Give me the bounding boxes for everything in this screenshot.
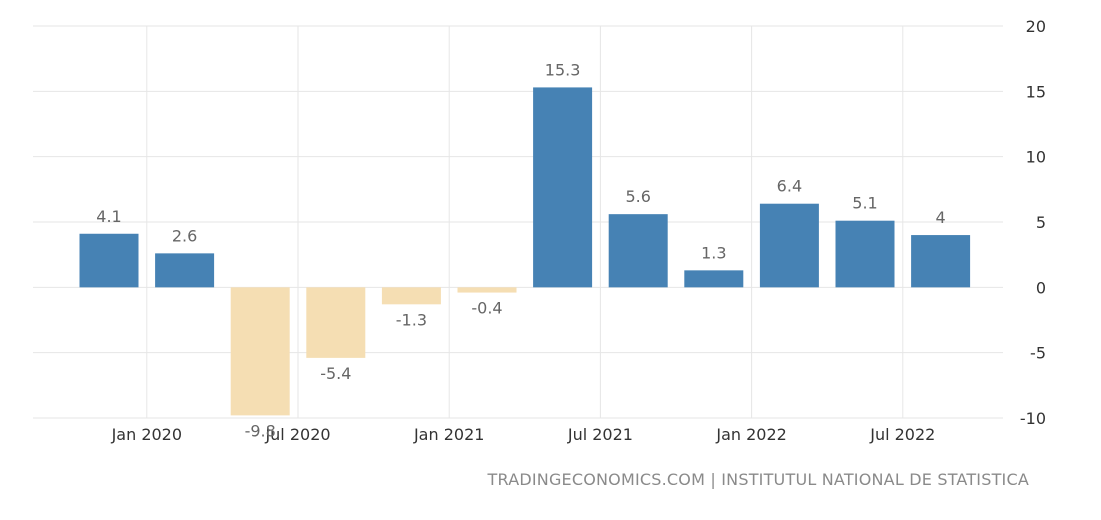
bar [911,235,971,288]
x-tick-label: Jan 2021 [413,425,484,444]
bar [684,270,744,288]
bar [155,253,215,288]
data-label: 5.1 [852,194,877,213]
x-tick-label: Jul 2020 [264,425,330,444]
data-label: 5.6 [625,187,650,206]
y-tick-label: -5 [1030,344,1046,363]
x-tick-label: Jan 2020 [111,425,182,444]
bar [306,287,366,358]
data-label: 6.4 [777,177,802,196]
data-label: 4.1 [96,207,121,226]
y-tick-label: -10 [1020,409,1046,428]
bar [608,214,668,288]
data-label: 1.3 [701,243,726,262]
bar [835,220,895,288]
data-label: -1.3 [396,310,427,329]
bar [759,203,819,288]
source-attribution: TRADINGECONOMICS.COM | INSTITUTUL NATION… [487,470,1029,489]
y-tick-label: 5 [1036,213,1046,232]
data-label: -5.4 [320,364,351,383]
data-label: -0.4 [471,299,502,318]
data-label: 4 [936,208,946,227]
x-tick-label: Jul 2021 [567,425,633,444]
x-tick-label: Jul 2022 [869,425,935,444]
bar [79,233,139,288]
x-tick-label: Jan 2022 [715,425,786,444]
y-tick-label: 20 [1026,17,1046,36]
data-label: -9.8 [245,421,276,440]
bar [533,87,593,288]
bar [457,287,517,293]
y-tick-label: 10 [1026,148,1046,167]
data-label: 15.3 [545,60,581,79]
y-tick-label: 15 [1026,82,1046,101]
data-label: 2.6 [172,226,197,245]
y-tick-label: 0 [1036,278,1046,297]
bar [381,287,441,305]
bar [230,287,290,416]
